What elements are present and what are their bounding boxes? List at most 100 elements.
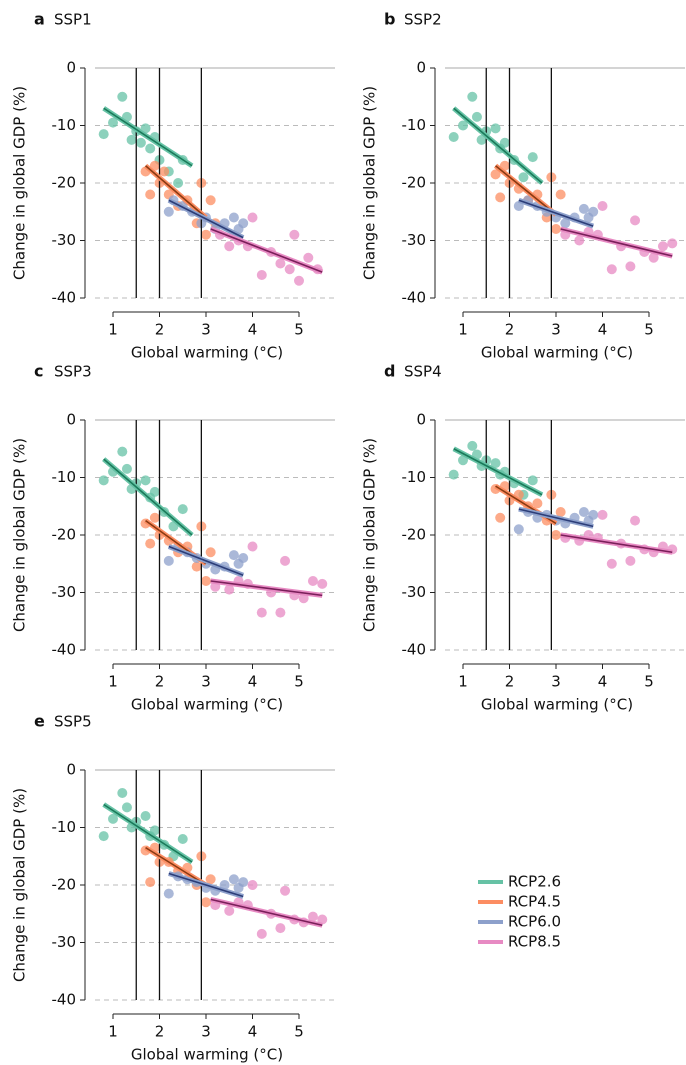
x-tick-label: 2 (155, 321, 165, 339)
point (458, 120, 468, 131)
panel-title: SSP3 (54, 363, 92, 381)
point (163, 206, 174, 217)
x-tick-label: 5 (644, 673, 654, 691)
panel-letter: c (34, 362, 43, 381)
point (149, 512, 160, 523)
fit-line (145, 846, 207, 886)
point (201, 576, 211, 586)
x-tick-label: 1 (458, 321, 468, 339)
x-tick-label: 3 (551, 321, 561, 339)
y-tick-label: -30 (402, 583, 427, 601)
legend-label: RCP2.6 (508, 873, 561, 891)
point (163, 555, 174, 566)
point (275, 258, 286, 269)
point (467, 91, 478, 102)
point (205, 547, 216, 558)
point (495, 512, 506, 523)
point (177, 834, 188, 844)
point (648, 252, 659, 263)
point (224, 241, 235, 252)
y-tick-label: 0 (416, 411, 426, 429)
point (588, 206, 599, 217)
point (256, 607, 267, 618)
point (275, 607, 286, 618)
fit-line (103, 803, 193, 863)
point (518, 172, 529, 183)
point (495, 192, 506, 203)
y-tick-label: 0 (66, 59, 76, 77)
point (490, 169, 501, 180)
x-tick-label: 4 (598, 673, 608, 691)
panel-title: SSP2 (404, 11, 442, 29)
legend-label: RCP6.0 (508, 913, 561, 931)
point (98, 129, 109, 140)
point (317, 578, 328, 589)
y-tick-label: -10 (52, 116, 77, 134)
y-axis-label: Change in global GDP (%) (361, 86, 379, 280)
point (513, 524, 524, 535)
point (238, 553, 249, 563)
point (117, 91, 128, 102)
x-tick-label: 1 (108, 673, 118, 691)
fit-line (145, 165, 207, 219)
point (606, 264, 617, 275)
fit-line (210, 228, 323, 273)
legend-label: RCP4.5 (508, 893, 561, 911)
panel-letter: b (384, 10, 395, 29)
fit-line (518, 199, 594, 227)
point (527, 152, 538, 163)
panel-letter: e (34, 712, 45, 731)
fit-line (103, 107, 193, 167)
point (256, 928, 267, 939)
y-tick-label: -30 (402, 231, 427, 249)
fit-line (560, 228, 673, 257)
y-axis-label: Change in global GDP (%) (11, 788, 29, 982)
point (555, 189, 566, 200)
point (560, 218, 571, 229)
point (303, 252, 314, 263)
point (448, 469, 459, 480)
x-tick-label: 1 (458, 673, 468, 691)
point (284, 264, 295, 275)
point (140, 811, 151, 821)
x-tick-label: 3 (201, 321, 211, 339)
y-tick-label: -40 (52, 289, 77, 307)
point (191, 561, 202, 572)
x-tick-label: 4 (248, 673, 258, 691)
point (597, 509, 608, 520)
point (532, 498, 543, 509)
point (307, 911, 318, 922)
y-tick-label: -30 (52, 583, 77, 601)
x-tick-label: 3 (201, 673, 211, 691)
panel-title: SSP4 (404, 363, 442, 381)
y-tick-label: -40 (52, 641, 77, 659)
point (224, 905, 235, 916)
point (117, 788, 128, 798)
point (238, 877, 249, 888)
point (294, 275, 304, 286)
point (280, 885, 291, 896)
point (177, 504, 188, 515)
point (149, 160, 160, 171)
point (667, 238, 678, 249)
x-tick-label: 5 (644, 321, 654, 339)
point (98, 831, 109, 842)
panel-letter: a (34, 10, 45, 29)
point (317, 914, 328, 925)
point (467, 440, 478, 451)
panel: a SSP1 0 -10 -20 -30 -40 1 2 3 4 5 Global warming (°… (11, 10, 335, 362)
point (606, 558, 617, 569)
point (275, 923, 286, 934)
point (159, 166, 170, 177)
point (625, 555, 636, 566)
point (247, 212, 258, 223)
point (574, 235, 585, 246)
y-tick-label: -40 (402, 289, 427, 307)
x-tick-label: 5 (294, 673, 304, 691)
y-axis-label: Change in global GDP (%) (11, 86, 29, 280)
point (140, 475, 151, 486)
panel-title: SSP5 (54, 713, 92, 731)
x-axis-label: Global warming (°C) (481, 696, 633, 714)
y-tick-label: 0 (66, 411, 76, 429)
